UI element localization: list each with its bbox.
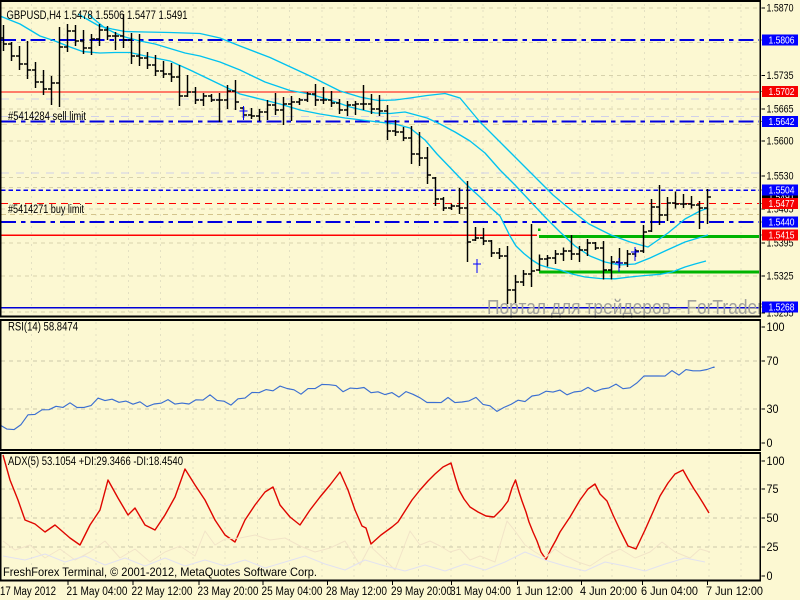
svg-text:28 May 12:00: 28 May 12:00 <box>326 586 387 598</box>
svg-text:31 May 04:00: 31 May 04:00 <box>450 586 511 598</box>
svg-text:30: 30 <box>767 404 779 416</box>
svg-text:Портал для трейдеров - ForTrad: Портал для трейдеров - ForTrader <box>487 297 763 319</box>
svg-text:29 May 20:00: 29 May 20:00 <box>391 586 452 598</box>
svg-text:1.5642: 1.5642 <box>769 116 795 128</box>
svg-text:6 Jun 04:00: 6 Jun 04:00 <box>641 586 698 598</box>
svg-text:1.5504: 1.5504 <box>769 185 795 197</box>
svg-text:21 May 04:00: 21 May 04:00 <box>67 586 128 598</box>
svg-text:1.5477: 1.5477 <box>769 198 795 210</box>
svg-text:22 May 12:00: 22 May 12:00 <box>132 586 193 598</box>
svg-text:#5414284 sell limit: #5414284 sell limit <box>8 111 87 123</box>
svg-text:23 May 20:00: 23 May 20:00 <box>198 586 259 598</box>
svg-text:RSI(14) 58.8474: RSI(14) 58.8474 <box>8 322 78 334</box>
svg-text:1.5806: 1.5806 <box>769 35 795 47</box>
svg-text:25: 25 <box>767 542 779 554</box>
svg-text:1.5268: 1.5268 <box>769 302 795 314</box>
svg-text:1.5530: 1.5530 <box>767 171 794 183</box>
svg-text:1.5600: 1.5600 <box>767 136 794 148</box>
svg-text:1.5870: 1.5870 <box>767 3 794 15</box>
svg-text:100: 100 <box>767 456 785 468</box>
svg-text:70: 70 <box>767 356 779 368</box>
svg-text:#5414271 buy limit: #5414271 buy limit <box>8 204 85 216</box>
svg-text:1.5415: 1.5415 <box>769 230 795 242</box>
svg-text:50: 50 <box>767 513 779 525</box>
svg-text:1.5702: 1.5702 <box>769 86 795 98</box>
svg-text:7 Jun 12:00: 7 Jun 12:00 <box>706 586 763 598</box>
svg-text:75: 75 <box>767 484 779 496</box>
svg-text:FreshForex Terminal, © 2001-20: FreshForex Terminal, © 2001-2012, MetaQu… <box>3 565 317 579</box>
svg-text:1.5325: 1.5325 <box>767 271 794 283</box>
svg-text:1.5665: 1.5665 <box>767 104 794 116</box>
svg-text:0: 0 <box>767 438 773 450</box>
svg-text:0: 0 <box>767 571 773 583</box>
svg-text:GBPUSD,H4 1.5478 1.5506 1.547: GBPUSD,H4 1.5478 1.5506 1.5477 1.5491 <box>7 8 188 22</box>
svg-text:17 May 2012: 17 May 2012 <box>0 586 56 598</box>
svg-text:1.5440: 1.5440 <box>769 217 795 229</box>
svg-text:ADX(5) 53.1054 +DI:29.3466 -DI: ADX(5) 53.1054 +DI:29.3466 -DI:18.4540 <box>8 456 183 468</box>
svg-text:100: 100 <box>767 322 785 334</box>
svg-text:1.5735: 1.5735 <box>767 70 794 82</box>
svg-text:1 Jun 12:00: 1 Jun 12:00 <box>516 586 573 598</box>
svg-text:25 May 04:00: 25 May 04:00 <box>262 586 323 598</box>
svg-text:4 Jun 20:00: 4 Jun 20:00 <box>580 586 637 598</box>
